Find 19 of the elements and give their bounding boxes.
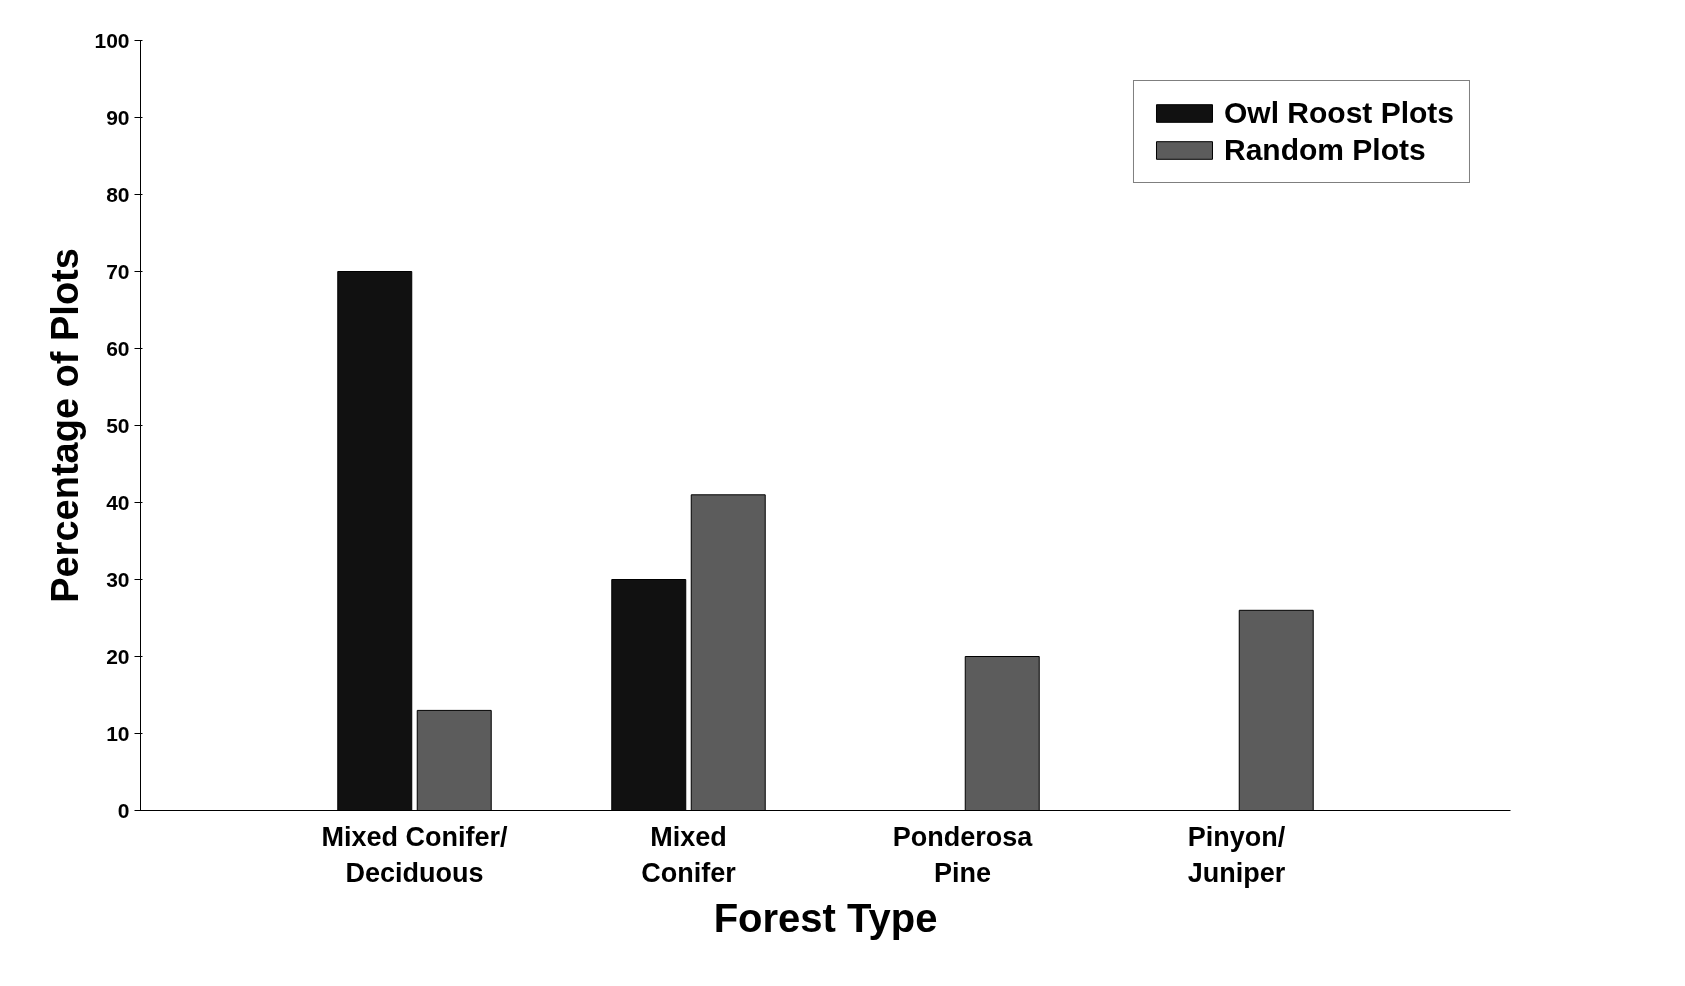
x-tick-label: Pinyon/ Juniper	[1187, 821, 1286, 888]
y-tick-label: 90	[106, 105, 130, 129]
y-tick-label: 10	[106, 721, 130, 745]
legend-label: Random Plots	[1223, 133, 1426, 167]
y-tick-label: 50	[106, 413, 130, 437]
y-axis-title: Percentage of Plots	[44, 248, 87, 603]
y-tick-label: 80	[106, 182, 130, 206]
legend-label: Owl Roost Plots	[1223, 96, 1454, 130]
x-axis-title: Forest Type	[713, 895, 938, 940]
y-tick-label: 60	[106, 336, 130, 360]
x-tick-label: Ponderosa Pine	[892, 821, 1034, 888]
y-tick-label: 20	[106, 644, 130, 668]
y-tick-label: 100	[94, 28, 130, 52]
x-tick-label: Mixed Conifer	[641, 821, 737, 888]
y-tick-label: 0	[117, 798, 130, 822]
x-tick-label: Mixed Conifer/ Deciduous	[321, 821, 509, 888]
y-tick-label: 40	[106, 490, 130, 514]
y-tick-label: 30	[106, 567, 130, 591]
y-tick-label: 70	[106, 259, 130, 283]
